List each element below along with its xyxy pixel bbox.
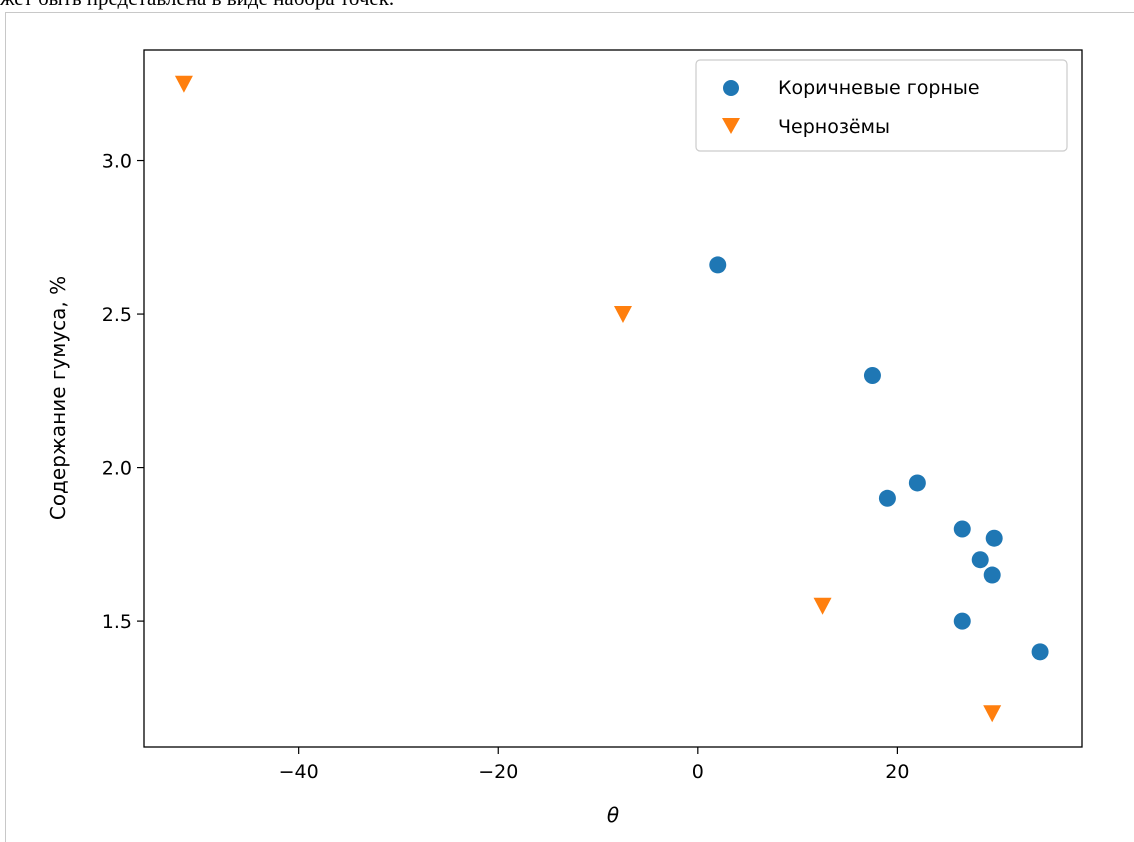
x-tick-label: −40 [279,761,319,783]
y-axis-label: Содержание гумуса, % [46,276,70,520]
data-point-chernozem [983,705,1002,723]
x-tick-label: 0 [692,761,704,783]
data-point-brown-mountain [983,566,1001,584]
legend: Коричневые горные Чернозёмы [695,59,1068,152]
data-point-brown-mountain [1031,643,1049,661]
y-axis: 1.5 2.0 2.5 3.0 [102,151,144,633]
data-point-brown-mountain [985,529,1003,547]
legend-label-chernozems: Чернозёмы [778,116,890,138]
data-point-brown-mountain [953,520,971,538]
header-text: жет быть представлена в виде набора точе… [0,0,394,11]
y-tick-label: 2.0 [102,458,132,480]
y-tick-label: 1.5 [102,611,132,633]
data-point-chernozem [813,597,832,615]
chart-marks [174,75,1049,723]
data-point-brown-mountain [878,489,896,507]
x-axis-label: θ [607,803,619,827]
data-point-brown-mountain [908,474,926,492]
x-tick-label: 20 [885,761,909,783]
data-point-brown-mountain [863,366,881,384]
legend-box [695,59,1068,152]
output-frame [5,12,1134,842]
x-tick-label: −20 [478,761,518,783]
y-tick-label: 3.0 [102,151,132,173]
y-tick-label: 2.5 [102,304,132,326]
data-point-chernozem [174,75,193,93]
data-point-chernozem [613,306,632,324]
data-point-brown-mountain [709,256,727,274]
data-point-brown-mountain [953,612,971,630]
data-point-brown-mountain [971,551,989,569]
plot-area-frame [143,49,1083,748]
legend-label-brown-mountain: Коричневые горные [778,77,980,99]
legend-marker-brown-mountain [723,80,739,96]
x-axis: −40 −20 0 20 [279,747,909,783]
legend-marker-chernozems [722,118,740,134]
